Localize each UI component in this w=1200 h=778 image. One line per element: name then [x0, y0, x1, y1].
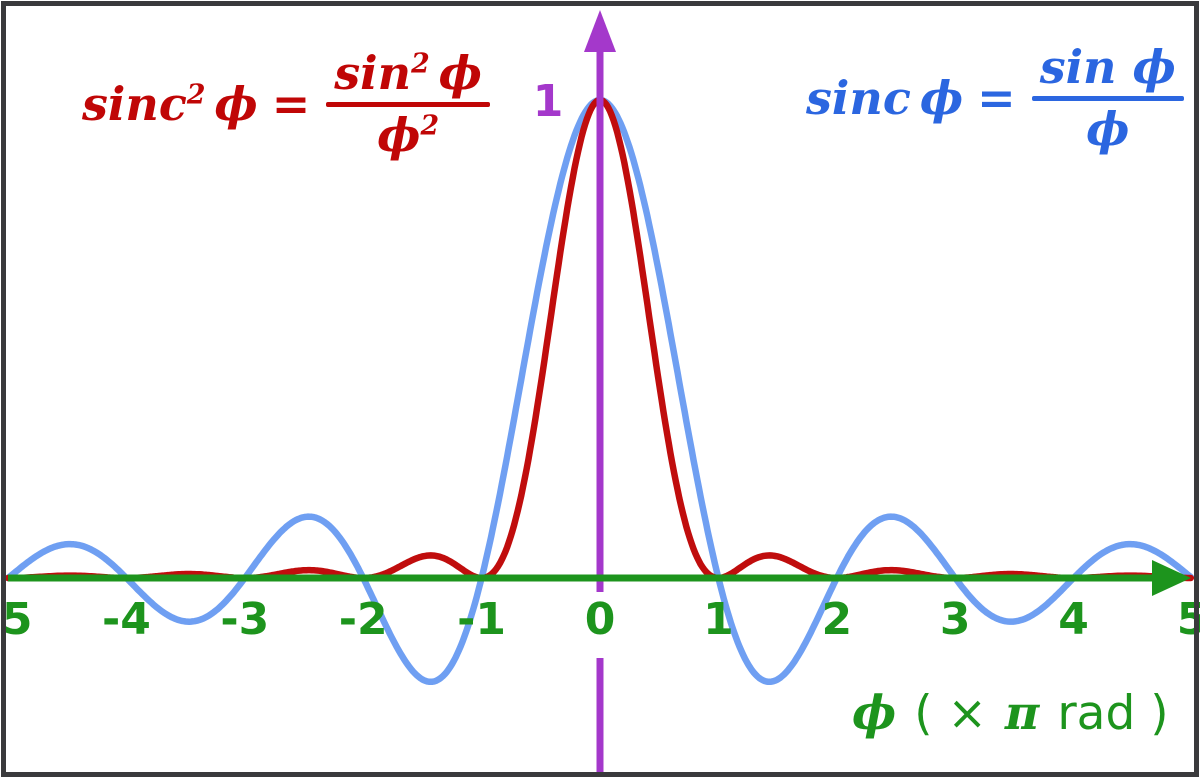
- x-tick-label-2: 2: [821, 594, 853, 645]
- x-axis: [8, 560, 1191, 596]
- formula-text: sin: [334, 46, 412, 100]
- y-axis-arrowhead: [584, 10, 616, 52]
- formula-superscript: 2: [411, 48, 430, 80]
- formula-sinc: sinc ϕ = sin ϕ ϕ: [806, 42, 1184, 154]
- formula-superscript: 2: [186, 79, 206, 111]
- formula-phi: ϕ: [377, 107, 421, 162]
- fraction-denominator: ϕ: [1086, 101, 1130, 156]
- x-tick-label-4: 4: [1058, 594, 1089, 645]
- fraction: sin2 ϕ ϕ2: [326, 48, 490, 160]
- formula-lhs: sinc2 ϕ: [82, 76, 258, 131]
- x-axis-title: ϕ ( × π rad ): [852, 690, 1169, 737]
- x-axis-title-open: ( ×: [914, 686, 987, 741]
- fraction-bar: [1031, 95, 1184, 101]
- equals-sign: =: [271, 76, 311, 131]
- formula-text: sinc: [82, 76, 187, 131]
- x-axis-title-pi: π: [1004, 686, 1040, 741]
- x-tick-label--3: -3: [220, 594, 270, 645]
- y-axis: [584, 10, 616, 772]
- x-axis-title-phi: ϕ: [852, 686, 897, 741]
- x-tick-label--4: -4: [101, 594, 151, 645]
- fraction-numerator: sin2 ϕ: [326, 48, 490, 99]
- formula-phi: ϕ: [919, 70, 964, 125]
- x-tick-label-1: 1: [703, 594, 734, 645]
- x-tick-label--2: -2: [338, 594, 388, 645]
- formula-lhs: sinc ϕ: [806, 70, 964, 125]
- x-tick-label--5: -5: [0, 594, 33, 645]
- formula-text: sinc: [806, 70, 911, 125]
- formula-phi: ϕ: [214, 76, 258, 131]
- fraction: sin ϕ ϕ: [1031, 40, 1184, 156]
- x-tick-label--1: -1: [457, 594, 507, 645]
- x-tick-label-3: 3: [939, 594, 971, 645]
- x-tick-label-0: 0: [584, 594, 616, 645]
- peak-value-label: 1: [532, 76, 564, 127]
- x-axis-arrowhead: [1152, 560, 1191, 596]
- equals-sign: =: [977, 70, 1016, 125]
- formula-phi: ϕ: [438, 46, 482, 100]
- fraction-denominator: ϕ2: [369, 107, 447, 162]
- x-tick-label-5: 5: [1176, 594, 1200, 645]
- fraction-bar: [326, 101, 490, 107]
- fraction-numerator: sin ϕ: [1039, 40, 1176, 94]
- formula-sinc-squared: sinc2 ϕ = sin2 ϕ ϕ2: [82, 48, 490, 160]
- x-axis-title-rad: rad ): [1057, 686, 1169, 741]
- formula-superscript: 2: [420, 110, 440, 142]
